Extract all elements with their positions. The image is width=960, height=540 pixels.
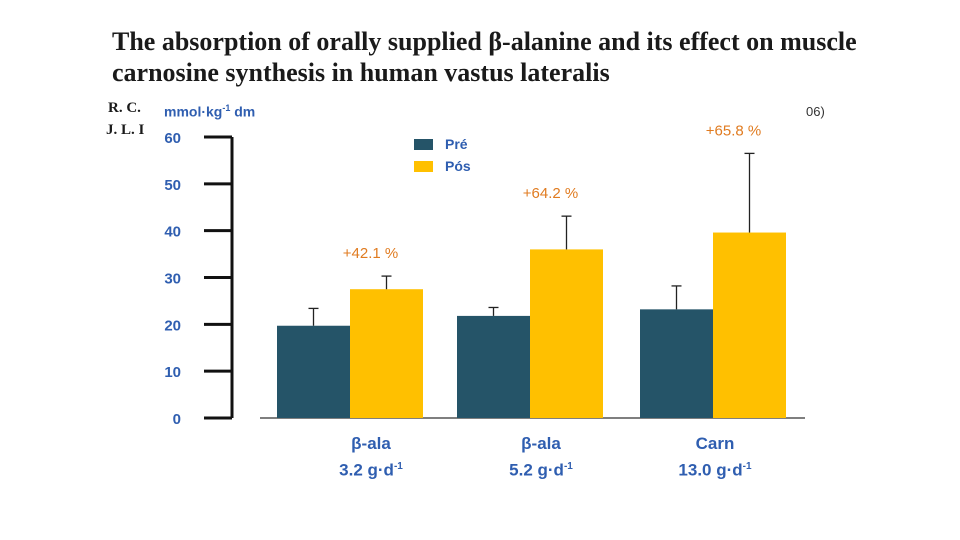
x-label-2-dose-line: 5.2 g·d-1 (456, 455, 626, 482)
increase-label-1: +42.1 % (343, 245, 398, 262)
legend-label-post: Pós (445, 158, 471, 174)
y-tick-label-10: 10 (164, 364, 181, 381)
y-unit-suffix: dm (230, 103, 256, 120)
x-label-3-name: Carn (695, 434, 735, 453)
increase-label-2: +64.2 % (523, 185, 578, 202)
y-tick-label-30: 30 (164, 271, 181, 288)
legend: Pré Pós (414, 133, 471, 177)
x-label-3-dose: 13.0 g·d (678, 460, 743, 480)
x-label-group-1: β-ala 3.2 g·d-1 (286, 432, 456, 482)
x-label-2-dose: 5.2 g·d (509, 460, 564, 480)
y-tick-label-0: 0 (173, 411, 181, 428)
legend-swatch-post (414, 160, 433, 172)
author-line-1: R. C. (108, 100, 141, 116)
chart-title: The absorption of orally supplied β-alan… (112, 27, 857, 87)
author-line-2: J. L. I (106, 122, 145, 138)
y-tick-label-40: 40 (164, 224, 181, 241)
x-label-1-name: β-ala (351, 434, 391, 453)
legend-label-pre: Pré (445, 136, 468, 152)
y-unit-base: mmol·kg (164, 103, 223, 120)
y-unit-sup: -1 (222, 103, 231, 113)
y-tick-label-60: 60 (164, 130, 181, 147)
x-label-1-dose: 3.2 g·d (339, 460, 394, 480)
bar-post-3 (713, 232, 786, 418)
x-label-group-3: Carn 13.0 g·d-1 (630, 432, 800, 482)
x-label-3-dose-line: 13.0 g·d-1 (630, 455, 800, 482)
x-label-2-sup: -1 (563, 461, 573, 472)
y-tick-label-20: 20 (164, 317, 181, 334)
legend-item-pre: Pré (414, 133, 471, 155)
author-fragment: 06) (806, 104, 825, 119)
bar-post-2 (530, 249, 603, 418)
x-label-1-dose-line: 3.2 g·d-1 (286, 455, 456, 482)
legend-swatch-pre (414, 138, 433, 150)
bar-pre-3 (640, 309, 713, 418)
x-label-1-sup: -1 (393, 461, 403, 472)
legend-item-post: Pós (414, 155, 471, 177)
bar-post-1 (350, 289, 423, 418)
x-label-group-2: β-ala 5.2 g·d-1 (456, 432, 626, 482)
x-label-3-sup: -1 (742, 461, 752, 472)
bar-pre-2 (457, 315, 530, 418)
increase-label-3: +65.8 % (706, 122, 761, 139)
y-tick-label-50: 50 (164, 177, 181, 194)
x-label-2-name: β-ala (521, 434, 561, 453)
bar-pre-1 (277, 325, 350, 418)
y-axis-unit-label: mmol·kg-1 dm (164, 103, 255, 120)
